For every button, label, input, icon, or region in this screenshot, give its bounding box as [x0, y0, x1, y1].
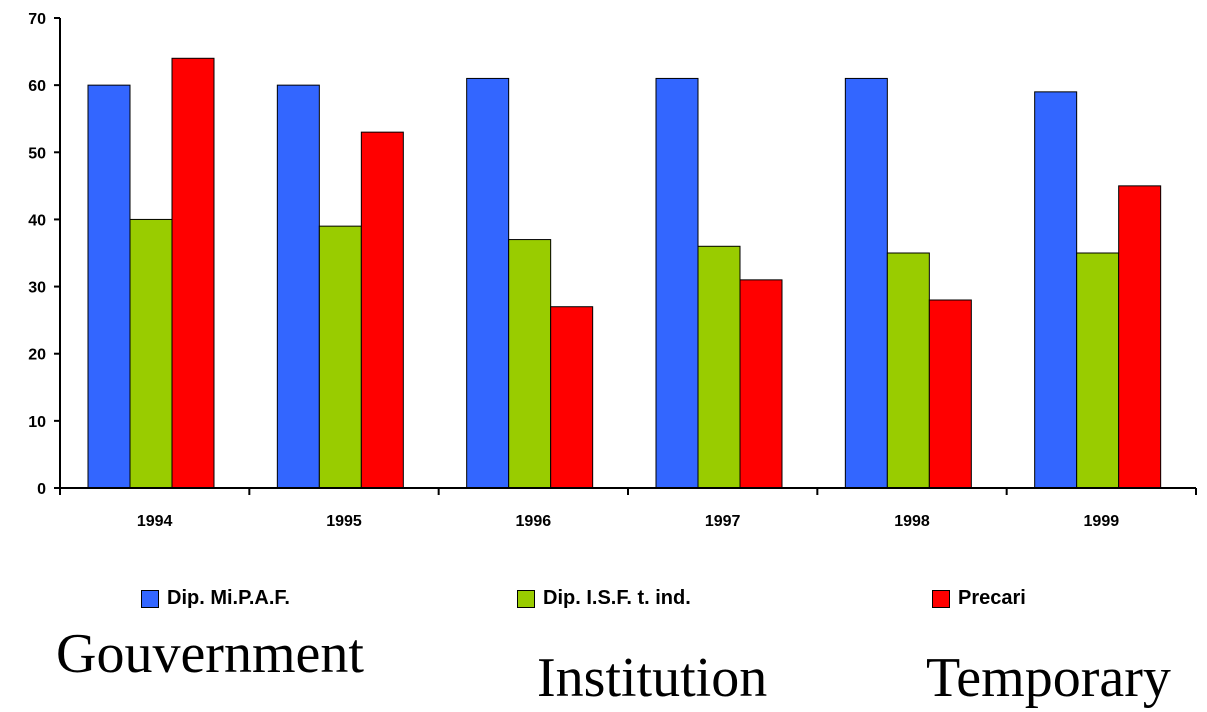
- legend-item-precari: Precari: [932, 587, 1026, 610]
- x-tick-label-1994: 1994: [137, 513, 173, 530]
- bar-1995-series-2: [360, 131, 404, 489]
- bar-1996-series-0: [466, 77, 510, 489]
- legend-item-mipaf: Dip. Mi.P.A.F.: [141, 587, 290, 610]
- bar-1998-series-2: [928, 299, 972, 489]
- bar-1999-series-1: [1076, 252, 1120, 489]
- bar-1996-series-2: [550, 306, 594, 489]
- caption-temporary: Temporary: [926, 647, 1171, 709]
- y-tick-label-70: 70: [28, 11, 46, 28]
- bar-1995-series-1: [318, 225, 362, 489]
- y-tick-label-10: 10: [28, 414, 46, 431]
- legend-label-mipaf: Dip. Mi.P.A.F.: [167, 587, 290, 609]
- y-tick-label-60: 60: [28, 78, 46, 95]
- legend-item-isf: Dip. I.S.F. t. ind.: [517, 587, 691, 610]
- bar-1998-series-0: [844, 77, 888, 489]
- caption-institution: Institution: [537, 647, 768, 709]
- x-tick-label-1999: 1999: [1084, 513, 1120, 530]
- x-tick-label-1998: 1998: [894, 513, 930, 530]
- legend-swatch-mipaf: [141, 589, 159, 608]
- y-tick-label-50: 50: [28, 145, 46, 162]
- bar-1998-series-1: [886, 252, 930, 489]
- y-tick-label-20: 20: [28, 347, 46, 364]
- bar-chart: 0 10 20 30 40 50 60 70 1994 1995 1996 1997 1998 1999: [28, 11, 1197, 530]
- x-tick-label-1996: 1996: [516, 513, 552, 530]
- bar-1994-series-2: [171, 57, 215, 489]
- legend-label-isf: Dip. I.S.F. t. ind.: [543, 587, 691, 609]
- bar-1994-series-0: [87, 84, 131, 489]
- y-tick-label-40: 40: [28, 212, 46, 229]
- bar-1999-series-0: [1034, 91, 1078, 489]
- x-tick-label-1997: 1997: [705, 513, 741, 530]
- legend-label-precari: Precari: [958, 587, 1026, 609]
- bar-1997-series-2: [739, 279, 783, 489]
- bar-1996-series-1: [508, 239, 552, 489]
- bar-1999-series-2: [1118, 185, 1162, 489]
- caption-gouvernment: Gouvernment: [56, 623, 364, 685]
- legend-swatch-isf: [517, 589, 535, 608]
- legend-swatch-precari: [932, 589, 950, 608]
- y-tick-label-30: 30: [28, 280, 46, 297]
- bar-1995-series-0: [276, 84, 320, 489]
- bar-1997-series-1: [697, 245, 741, 489]
- bar-1994-series-1: [129, 218, 173, 489]
- bar-1997-series-0: [655, 77, 699, 489]
- x-tick-label-1995: 1995: [326, 513, 362, 530]
- y-tick-label-0: 0: [37, 481, 46, 498]
